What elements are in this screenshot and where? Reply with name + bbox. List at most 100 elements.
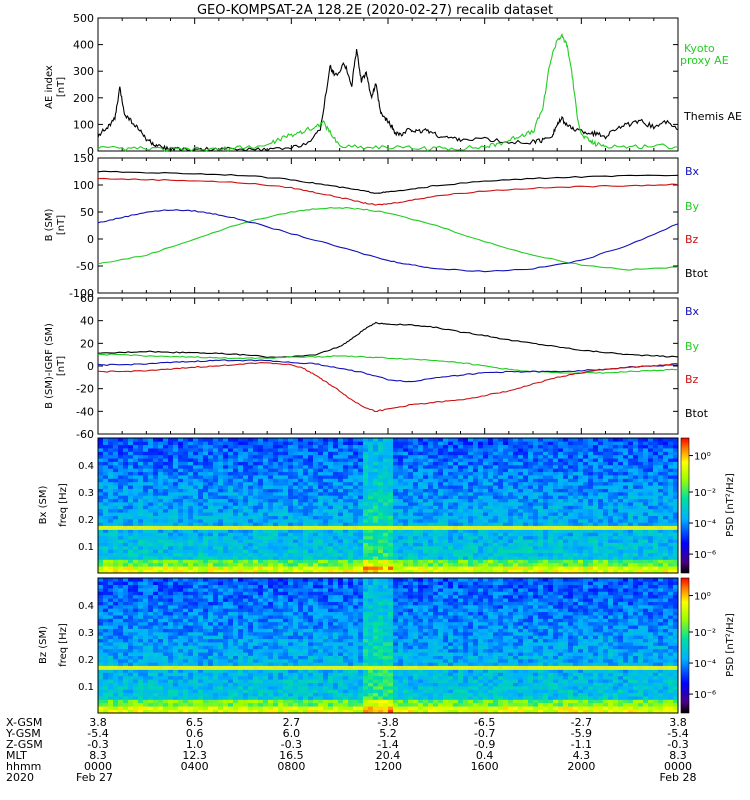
heatmap-cell	[283, 458, 289, 462]
heatmap-cell	[258, 454, 264, 459]
heatmap-cell	[393, 505, 399, 510]
heatmap-cell	[598, 532, 604, 537]
heatmap-cell	[138, 535, 144, 540]
heatmap-cell	[578, 444, 584, 449]
heatmap-cell	[568, 438, 574, 442]
heatmap-cell	[153, 458, 159, 462]
heatmap-cell	[638, 559, 644, 564]
heatmap-cell	[183, 478, 189, 483]
heatmap-cell	[173, 488, 179, 493]
heatmap-cell	[188, 461, 194, 466]
legend-bx-2: Bx	[685, 305, 700, 318]
heatmap-cell	[503, 454, 509, 459]
heatmap-cell	[473, 562, 479, 567]
heatmap-cell	[168, 508, 174, 513]
heatmap-cell	[438, 556, 444, 560]
heatmap-cell	[638, 508, 644, 513]
heatmap-cell	[438, 478, 444, 483]
heatmap-cell	[238, 512, 244, 516]
heatmap-cell	[543, 471, 549, 476]
heatmap-cell	[138, 562, 144, 567]
heatmap-cell	[648, 542, 654, 547]
heatmap-cell	[673, 485, 679, 489]
heatmap-cell	[168, 454, 174, 459]
heatmap-cell	[148, 444, 154, 449]
heatmap-cell	[193, 475, 199, 479]
heatmap-cell	[288, 454, 294, 459]
heatmap-cell	[343, 485, 349, 489]
heatmap-cell	[313, 454, 319, 459]
heatmap-cell	[648, 488, 654, 493]
heatmap-cell	[113, 441, 119, 446]
heatmap-cell	[178, 498, 184, 503]
heatmap-cell	[113, 552, 119, 557]
heatmap-cell	[503, 508, 509, 513]
heatmap-cell	[223, 471, 229, 476]
heatmap-cell	[188, 502, 194, 506]
heatmap-cell	[273, 546, 279, 550]
heatmap-cell	[608, 512, 614, 516]
heatmap-cell	[168, 465, 174, 469]
heatmap-cell	[178, 569, 184, 574]
heatmap-cell	[573, 481, 579, 486]
heatmap-cell	[273, 562, 279, 567]
heatmap-cell	[303, 552, 309, 557]
heatmap-cell	[673, 539, 679, 543]
heatmap-cell	[333, 441, 339, 446]
heatmap-cell	[118, 552, 124, 557]
heatmap-cell	[298, 488, 304, 493]
heatmap-cell	[513, 454, 519, 459]
heatmap-cell	[658, 559, 664, 564]
heatmap-cell	[423, 478, 429, 483]
heatmap-cell	[493, 448, 499, 452]
heatmap-cell	[583, 492, 589, 496]
heatmap-cell	[163, 535, 169, 540]
heatmap-cell	[98, 475, 104, 479]
heatmap-cell	[198, 502, 204, 506]
heatmap-cell	[328, 441, 334, 446]
heatmap-cell	[538, 532, 544, 537]
heatmap-cell	[548, 451, 554, 456]
heatmap-cell	[448, 454, 454, 459]
heatmap-cell	[233, 515, 239, 520]
heatmap-cell	[163, 492, 169, 496]
heatmap-cell	[148, 519, 154, 523]
heatmap-cell	[163, 569, 169, 574]
heatmap-cell	[143, 492, 149, 496]
heatmap-cell	[173, 478, 179, 483]
heatmap-cell	[123, 512, 129, 516]
heatmap-cell	[473, 458, 479, 462]
heatmap-cell	[213, 471, 219, 476]
heatmap-cell	[193, 454, 199, 459]
heatmap-cell	[368, 559, 374, 564]
heatmap-cell	[403, 552, 409, 557]
heatmap-cell	[433, 444, 439, 449]
heatmap-cell	[158, 478, 164, 483]
heatmap-cell	[578, 546, 584, 550]
heatmap-cell	[648, 569, 654, 574]
heatmap-cell	[443, 569, 449, 574]
heatmap-cell	[193, 542, 199, 547]
heatmap-cell	[588, 444, 594, 449]
heatmap-cell	[503, 468, 509, 473]
heatmap-cell	[378, 539, 384, 543]
heatmap-cell	[468, 539, 474, 543]
heatmap-cell	[628, 512, 634, 516]
heatmap-cell	[293, 502, 299, 506]
heatmap-cell	[378, 444, 384, 449]
heatmap-cell	[483, 481, 489, 486]
heatmap-cell	[648, 562, 654, 567]
heatmap-cell	[398, 519, 404, 523]
heatmap-cell	[223, 515, 229, 520]
heatmap-cell	[193, 532, 199, 537]
heatmap-cell	[183, 549, 189, 554]
heatmap-cell	[338, 468, 344, 473]
heatmap-cell	[638, 556, 644, 560]
heatmap-cell	[363, 529, 369, 533]
heatmap-cell	[278, 444, 284, 449]
heatmap-cell	[548, 515, 554, 520]
heatmap-cell	[143, 502, 149, 506]
heatmap-cell	[573, 539, 579, 543]
heatmap-cell	[548, 481, 554, 486]
heatmap-cell	[538, 519, 544, 523]
